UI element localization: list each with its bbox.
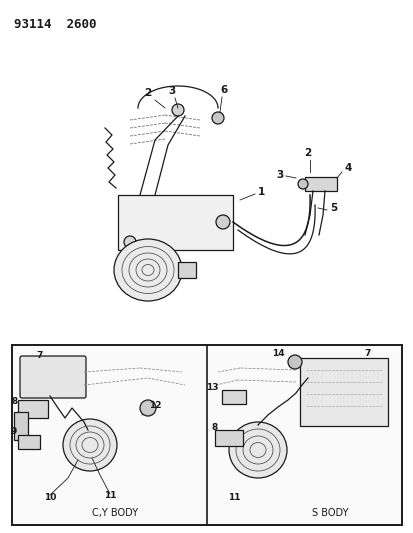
Text: S BODY: S BODY [311, 508, 347, 518]
Text: 8: 8 [211, 424, 218, 432]
Text: 4: 4 [344, 163, 351, 173]
Text: 9: 9 [11, 427, 17, 437]
Text: 1: 1 [257, 187, 265, 197]
Ellipse shape [228, 422, 286, 478]
FancyBboxPatch shape [20, 356, 86, 398]
Text: 12: 12 [148, 401, 161, 410]
Text: 2: 2 [144, 88, 151, 98]
Circle shape [211, 112, 223, 124]
Text: 93114  2600: 93114 2600 [14, 18, 96, 31]
Bar [221, 390, 245, 404]
Text: 7: 7 [364, 350, 370, 359]
Bar [14, 412, 28, 440]
Text: 14: 14 [271, 350, 284, 359]
Text: 11: 11 [227, 494, 240, 503]
Text: 13: 13 [205, 384, 218, 392]
Text: 6: 6 [220, 85, 227, 95]
Circle shape [140, 400, 156, 416]
Text: 3: 3 [276, 170, 283, 180]
Circle shape [297, 179, 307, 189]
Bar [214, 430, 242, 446]
Circle shape [216, 215, 230, 229]
Text: C,Y BODY: C,Y BODY [92, 508, 138, 518]
Bar [18, 435, 40, 449]
Circle shape [171, 104, 183, 116]
Bar [18, 400, 48, 418]
Bar [304, 177, 336, 191]
Ellipse shape [114, 239, 182, 301]
Circle shape [124, 236, 136, 248]
Text: 3: 3 [168, 86, 175, 96]
Text: 2: 2 [304, 148, 311, 158]
Text: 11: 11 [104, 491, 116, 500]
Bar [118, 195, 233, 250]
Bar [299, 358, 387, 426]
Text: 10: 10 [44, 494, 56, 503]
Ellipse shape [63, 419, 117, 471]
Bar [178, 262, 195, 278]
Circle shape [287, 355, 301, 369]
Text: 5: 5 [329, 203, 337, 213]
Text: 7: 7 [37, 351, 43, 360]
Bar [12, 345, 401, 525]
Text: 8: 8 [12, 398, 18, 407]
